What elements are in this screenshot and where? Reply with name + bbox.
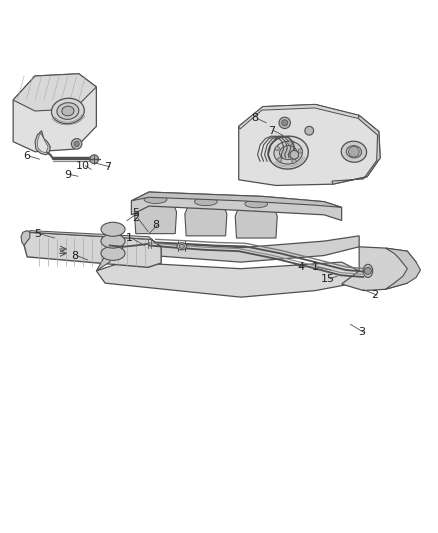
Polygon shape (131, 192, 342, 207)
Text: 1: 1 (126, 233, 133, 243)
Polygon shape (134, 194, 177, 233)
Text: 6: 6 (24, 151, 31, 161)
Circle shape (288, 141, 292, 146)
Text: 5: 5 (34, 229, 41, 239)
Polygon shape (21, 231, 30, 246)
Polygon shape (185, 197, 227, 236)
Polygon shape (30, 231, 161, 247)
Text: 2: 2 (371, 290, 378, 300)
Text: 9: 9 (64, 169, 71, 180)
Circle shape (74, 141, 79, 147)
Ellipse shape (194, 198, 217, 206)
Text: 8: 8 (71, 251, 78, 261)
Ellipse shape (101, 222, 125, 236)
Circle shape (292, 159, 296, 163)
Text: 3: 3 (358, 327, 365, 337)
Circle shape (71, 139, 82, 149)
Ellipse shape (177, 243, 187, 250)
Circle shape (364, 268, 371, 274)
Polygon shape (96, 262, 359, 297)
Polygon shape (37, 133, 48, 152)
Circle shape (305, 126, 314, 135)
Polygon shape (13, 74, 96, 152)
Ellipse shape (341, 141, 367, 162)
Circle shape (279, 117, 290, 128)
Ellipse shape (189, 196, 223, 208)
Text: 8: 8 (152, 220, 159, 230)
Ellipse shape (144, 196, 167, 204)
Ellipse shape (363, 264, 373, 278)
Text: 5: 5 (132, 208, 139, 218)
Text: 10: 10 (76, 161, 90, 171)
Polygon shape (332, 115, 380, 184)
Polygon shape (96, 240, 123, 271)
Circle shape (90, 155, 99, 164)
Ellipse shape (101, 234, 125, 248)
Circle shape (282, 120, 288, 126)
Polygon shape (235, 199, 277, 238)
Text: 7: 7 (268, 126, 275, 136)
Text: 4: 4 (298, 262, 305, 272)
Text: 8: 8 (251, 114, 258, 124)
Ellipse shape (346, 146, 361, 158)
Text: 15: 15 (321, 274, 335, 284)
Ellipse shape (245, 200, 268, 208)
Ellipse shape (139, 193, 172, 206)
Circle shape (349, 147, 359, 157)
Polygon shape (24, 232, 161, 268)
Ellipse shape (179, 245, 184, 248)
Ellipse shape (274, 141, 302, 164)
Polygon shape (239, 104, 380, 185)
Text: 1: 1 (312, 262, 319, 272)
Ellipse shape (240, 198, 273, 210)
Polygon shape (385, 248, 420, 289)
Ellipse shape (57, 103, 79, 119)
Ellipse shape (268, 136, 308, 169)
Circle shape (275, 146, 279, 151)
Polygon shape (342, 247, 416, 290)
Polygon shape (35, 131, 50, 155)
Circle shape (298, 149, 303, 153)
Polygon shape (239, 104, 359, 129)
Polygon shape (131, 192, 342, 221)
Text: 7: 7 (104, 161, 111, 172)
Ellipse shape (279, 146, 297, 160)
Polygon shape (114, 236, 359, 262)
Polygon shape (13, 74, 96, 111)
Circle shape (290, 150, 299, 159)
Ellipse shape (62, 106, 74, 116)
Ellipse shape (52, 98, 84, 124)
Circle shape (278, 157, 282, 161)
Ellipse shape (101, 246, 125, 260)
Text: 2: 2 (132, 213, 139, 223)
